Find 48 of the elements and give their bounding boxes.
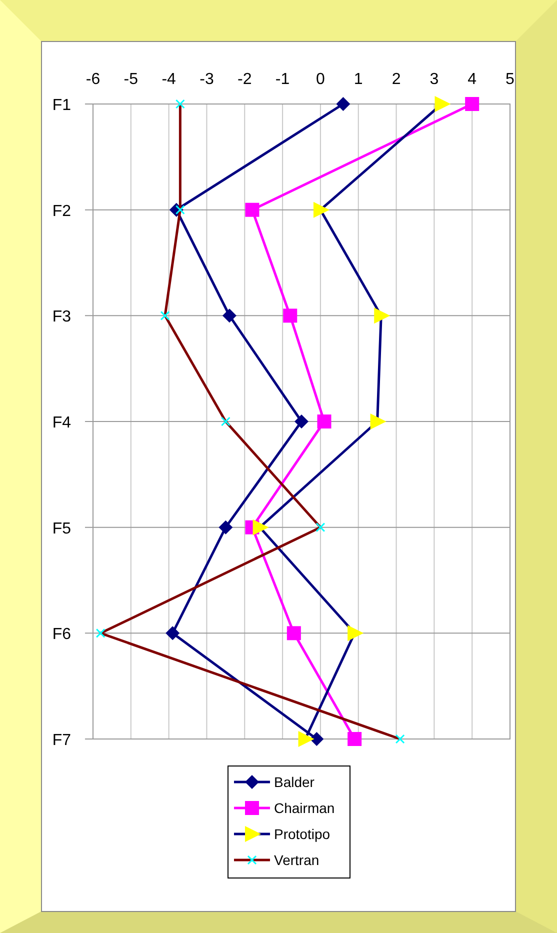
x-tick-label: 5 (506, 71, 515, 88)
point (286, 626, 301, 640)
x-tick-label: -2 (238, 71, 252, 88)
point (348, 625, 364, 642)
point (245, 202, 260, 217)
point (218, 520, 233, 534)
x-tick-label: -6 (86, 71, 100, 88)
x-tick-label: 1 (354, 71, 363, 88)
point (374, 308, 390, 324)
point (317, 414, 332, 428)
point (313, 202, 330, 218)
point (336, 97, 350, 111)
y-tick-label: F4 (52, 414, 72, 432)
legend-label: Balder (274, 774, 315, 790)
point (434, 96, 451, 112)
point (96, 628, 106, 638)
point (222, 308, 236, 323)
y-tick-label: F5 (52, 520, 72, 538)
point (252, 519, 269, 536)
x-tick-label: -3 (200, 71, 214, 88)
point (175, 99, 185, 109)
y-tick-label: F2 (52, 202, 72, 220)
point (294, 414, 308, 428)
legend-label: Chairman (274, 800, 335, 816)
x-tick-label: 0 (316, 71, 325, 88)
x-tick-label: 4 (468, 71, 477, 88)
point (316, 522, 326, 532)
y-tick-label: F1 (52, 97, 72, 114)
point (166, 626, 180, 640)
point (370, 414, 386, 430)
x-tick-label: -1 (275, 71, 290, 88)
point (220, 416, 230, 426)
x-tick-label: -4 (162, 71, 176, 88)
y-tick-label: F6 (52, 626, 72, 644)
point (298, 731, 314, 747)
point (348, 732, 362, 746)
point (465, 97, 480, 111)
y-tick-label: F7 (52, 732, 72, 749)
legend-label: Prototipo (274, 826, 330, 842)
x-tick-label: 3 (430, 71, 439, 88)
y-tick-label: F3 (52, 308, 72, 326)
point (160, 310, 170, 320)
x-tick-label: 2 (392, 71, 401, 88)
point (310, 732, 324, 746)
legend-label: Vertran (274, 852, 320, 868)
point (395, 734, 405, 744)
x-tick-label: -5 (124, 71, 138, 88)
point (283, 308, 298, 323)
